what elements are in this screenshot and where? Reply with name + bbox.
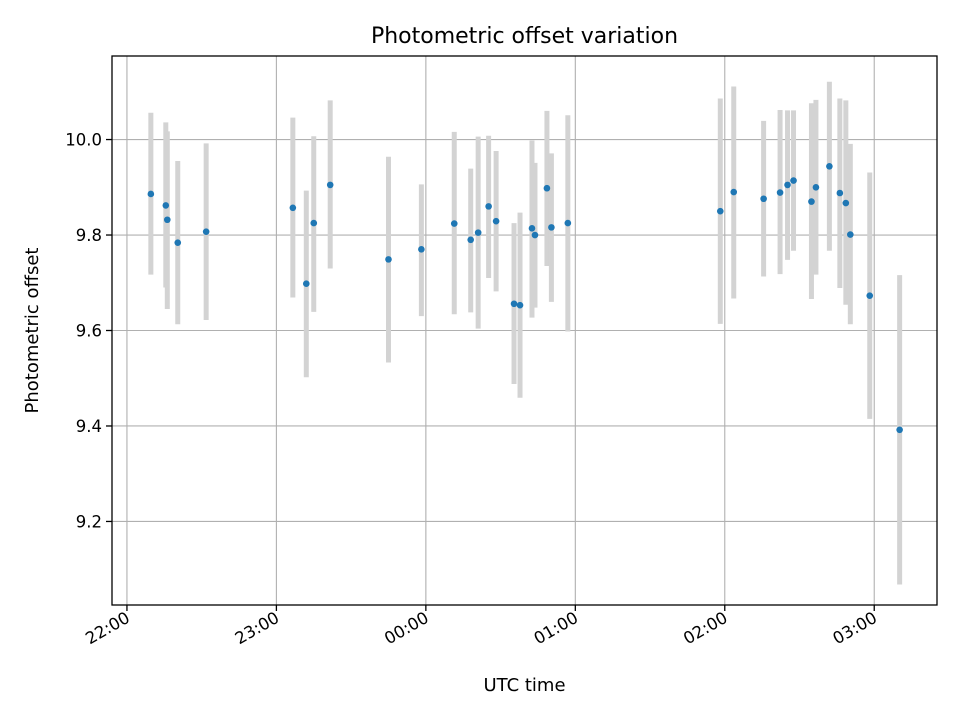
- x-tick-label: 03:00: [830, 608, 881, 648]
- grid: [112, 56, 937, 605]
- data-point: [492, 217, 500, 225]
- data-point: [289, 204, 297, 212]
- data-points: [147, 162, 903, 434]
- data-point: [467, 236, 474, 244]
- x-tick-label: 23:00: [232, 608, 283, 648]
- data-point: [163, 216, 171, 224]
- data-point: [531, 231, 539, 239]
- data-point: [812, 183, 820, 191]
- data-point: [302, 280, 310, 288]
- data-point: [385, 256, 392, 263]
- y-axis-ticks: 9.2 9.4 9.6 9.8 10.0: [65, 131, 112, 531]
- error-bars: [148, 81, 903, 585]
- data-point: [730, 188, 738, 196]
- data-point: [162, 202, 170, 209]
- x-axis-ticks: 22:00 23:00 00:00 01:00 02:00 03:00: [82, 605, 880, 648]
- data-point: [326, 181, 334, 189]
- data-point: [548, 224, 555, 231]
- data-point: [784, 181, 791, 189]
- x-tick-label: 01:00: [531, 608, 582, 648]
- x-axis-label: UTC time: [483, 675, 565, 696]
- chart-title: Photometric offset variation: [371, 24, 678, 49]
- data-point: [716, 207, 724, 215]
- data-point: [528, 225, 536, 232]
- data-point: [866, 292, 874, 299]
- y-tick-label: 9.6: [76, 322, 102, 341]
- data-point: [543, 184, 551, 192]
- data-point: [310, 219, 318, 227]
- data-point: [564, 219, 572, 227]
- data-point: [836, 189, 844, 197]
- data-point: [510, 300, 518, 308]
- data-point: [842, 199, 850, 207]
- data-point: [147, 190, 155, 198]
- y-tick-label: 9.4: [76, 417, 102, 436]
- y-tick-label: 9.2: [76, 512, 102, 531]
- x-tick-label: 22:00: [82, 608, 133, 648]
- data-point: [516, 301, 524, 309]
- y-tick-label: 9.8: [76, 226, 102, 245]
- y-axis-label: Photometric offset: [22, 248, 43, 414]
- data-point: [174, 239, 182, 246]
- data-point: [847, 231, 854, 238]
- data-point: [485, 203, 492, 210]
- data-point: [896, 426, 903, 434]
- data-point: [826, 162, 833, 170]
- x-tick-label: 02:00: [680, 608, 731, 648]
- data-point: [776, 189, 784, 196]
- data-point: [418, 246, 425, 253]
- data-point: [790, 177, 797, 184]
- y-tick-label: 10.0: [65, 131, 102, 150]
- data-point: [808, 198, 815, 205]
- data-point: [202, 228, 210, 235]
- data-point: [450, 220, 458, 227]
- data-point: [474, 229, 482, 236]
- x-tick-label: 00:00: [381, 608, 432, 648]
- data-point: [760, 195, 767, 203]
